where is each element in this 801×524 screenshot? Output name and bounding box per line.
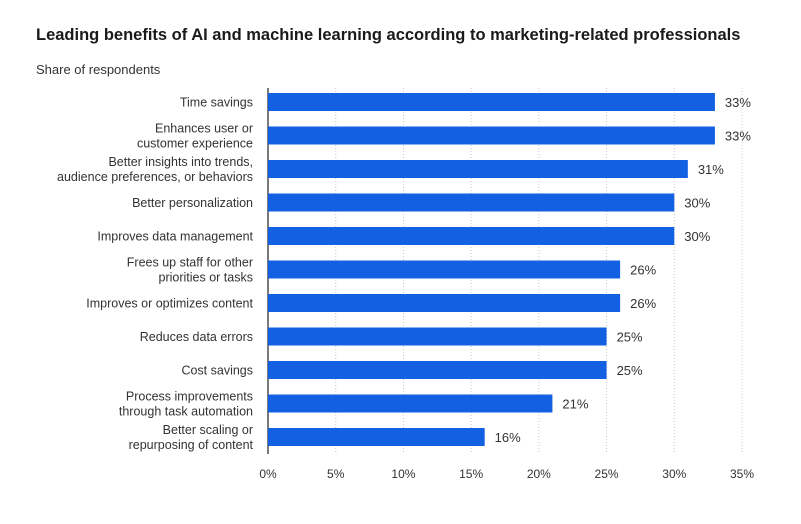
bar bbox=[268, 93, 715, 111]
data-label: 33% bbox=[725, 95, 751, 110]
bar bbox=[268, 160, 688, 178]
x-tick-label: 30% bbox=[662, 467, 686, 481]
category-label: Reduces data errors bbox=[140, 330, 253, 344]
data-label: 26% bbox=[630, 263, 656, 278]
bar bbox=[268, 193, 675, 212]
data-label: 31% bbox=[698, 162, 724, 177]
data-label: 16% bbox=[495, 430, 521, 445]
bar bbox=[268, 260, 621, 279]
category-label: Frees up staff for other priorities or ta… bbox=[127, 256, 253, 285]
bar bbox=[268, 126, 715, 145]
category-label: Better insights into trends, audience pre… bbox=[57, 155, 253, 184]
category-label: Better personalization bbox=[132, 196, 253, 210]
chart-title: Leading benefits of AI and machine learn… bbox=[36, 26, 741, 44]
x-tick-label: 5% bbox=[327, 467, 345, 481]
category-label: Improves or optimizes content bbox=[86, 297, 253, 311]
bar bbox=[268, 294, 621, 312]
category-label: Better scaling or repurposing of content bbox=[129, 423, 254, 452]
category-label: Enhances user or customer experience bbox=[137, 122, 253, 151]
chart-subtitle: Share of respondents bbox=[36, 62, 161, 77]
data-label: 26% bbox=[630, 296, 656, 311]
x-tick-label: 35% bbox=[730, 467, 754, 481]
data-label: 30% bbox=[684, 196, 710, 211]
data-label: 21% bbox=[562, 397, 588, 412]
category-label: Cost savings bbox=[181, 364, 253, 378]
data-label: 25% bbox=[617, 363, 643, 378]
bar bbox=[268, 361, 607, 379]
data-label: 30% bbox=[684, 229, 710, 244]
x-tick-label: 15% bbox=[459, 467, 483, 481]
data-label: 33% bbox=[725, 129, 751, 144]
x-tick-label: 20% bbox=[527, 467, 551, 481]
bar bbox=[268, 327, 607, 346]
category-label: Process improvements through task automat… bbox=[119, 390, 253, 419]
x-tick-label: 25% bbox=[595, 467, 619, 481]
data-label: 25% bbox=[617, 330, 643, 345]
bar bbox=[268, 428, 485, 446]
x-tick-label: 10% bbox=[391, 467, 415, 481]
category-label: Time savings bbox=[180, 96, 253, 110]
x-tick-label: 0% bbox=[259, 467, 277, 481]
bar bbox=[268, 394, 553, 413]
category-label: Improves data management bbox=[97, 230, 253, 244]
bar bbox=[268, 227, 675, 245]
